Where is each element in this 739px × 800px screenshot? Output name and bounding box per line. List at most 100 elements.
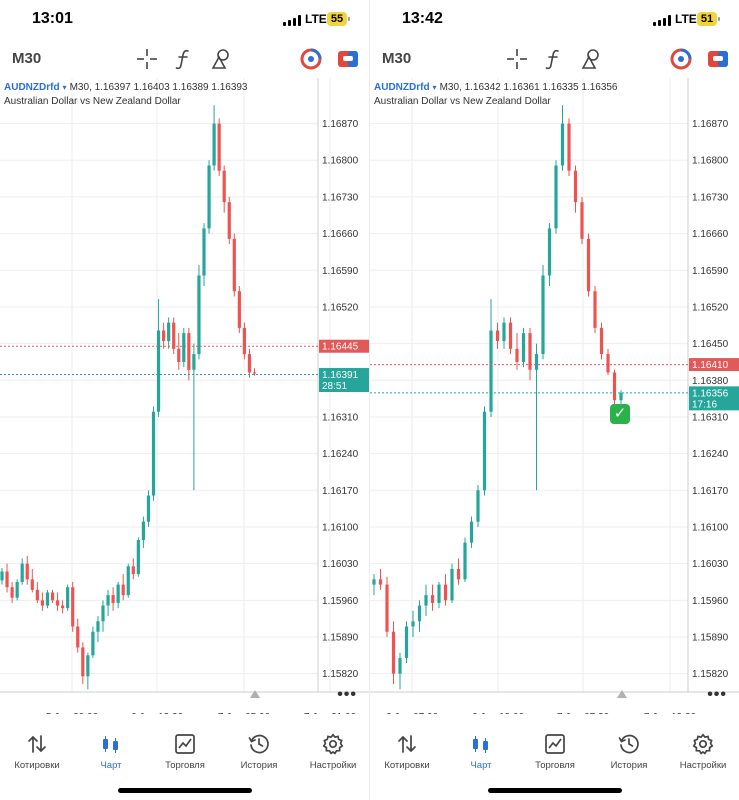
candle-body: [554, 165, 558, 229]
symbol-info[interactable]: AUDNZDrfd ▾ M30, 1.16342 1.16361 1.16335 1…: [374, 82, 618, 93]
candle-body: [45, 592, 50, 606]
candle-body: [580, 202, 584, 239]
objects-shapes-icon[interactable]: [580, 48, 602, 70]
x-axis-label: 7 Jan 19:30: [644, 712, 697, 714]
tab-label: Настройки: [309, 760, 357, 771]
candle-body: [378, 579, 383, 585]
scroll-marker-icon: [250, 690, 260, 698]
candle-body: [430, 595, 435, 603]
battery-level: 51: [697, 12, 720, 26]
more-options-icon[interactable]: •••: [707, 686, 727, 703]
network-type: LTE: [305, 12, 327, 26]
tab-trade[interactable]: Торговля: [518, 728, 592, 778]
trade-panel-icon[interactable]: [337, 48, 359, 70]
y-axis-label: 1.16800: [322, 156, 359, 167]
one-click-trading-icon[interactable]: [670, 48, 692, 70]
candle-body: [146, 495, 151, 522]
y-axis-label: 1.16100: [692, 522, 729, 533]
timeframe-selector[interactable]: M30: [12, 50, 42, 67]
candles-chart-icon: [470, 733, 492, 755]
price-chart[interactable]: 6 Jan 07:00 6 Jan 19:00 7 Jan 07:30 7 Jan 1…: [370, 78, 739, 714]
y-axis-label: 1.16730: [692, 192, 729, 203]
symbol-dropdown-icon[interactable]: ▾: [62, 83, 67, 92]
candle-body: [35, 589, 39, 601]
tab-settings[interactable]: Настройки: [296, 728, 369, 778]
status-time: 13:42: [402, 10, 443, 27]
candle-body: [372, 579, 376, 585]
home-indicator[interactable]: [488, 788, 622, 793]
x-axis-label: 6 Jan 19:00: [472, 712, 525, 714]
candlestick-chart[interactable]: 6 Jan 07:00 6 Jan 19:00 7 Jan 07:30 7 Jan 1…: [370, 78, 739, 714]
tab-label: История: [240, 760, 278, 771]
price-badge: [319, 368, 369, 393]
tab-quotes[interactable]: Котировки: [0, 728, 74, 778]
price-badge-label: 1.16445: [322, 342, 359, 353]
indicators-function-icon[interactable]: [173, 48, 195, 70]
more-options-icon[interactable]: •••: [337, 686, 357, 703]
ohlc-values: M30, 1.16397 1.16403 1.16389 1.16393: [69, 82, 248, 93]
tab-settings[interactable]: Настройки: [666, 728, 739, 778]
symbol-dropdown-icon[interactable]: ▾: [432, 83, 437, 92]
settings-gear-icon: [322, 733, 344, 755]
candle-body: [151, 411, 156, 496]
y-axis-label: 1.16240: [692, 449, 729, 460]
candle-body: [20, 563, 24, 582]
timeframe-selector[interactable]: M30: [382, 50, 412, 67]
candle-body: [463, 542, 467, 580]
candle-body: [50, 592, 55, 601]
candle-body: [76, 626, 80, 648]
tab-history[interactable]: История: [592, 728, 666, 778]
crosshair-icon[interactable]: [506, 48, 528, 70]
bottom-tab-bar: Котировки Чарт Торговля История Настройк…: [0, 728, 369, 778]
objects-shapes-icon[interactable]: [210, 48, 232, 70]
trade-panel-icon[interactable]: [707, 48, 729, 70]
battery-level: 55: [327, 12, 350, 26]
candlestick-chart[interactable]: 5 Jan 20:00 6 Jan 12:30 7 Jan 05:00 7 Jan 2…: [0, 78, 369, 714]
settings-gear-icon: [692, 733, 714, 755]
candle-body: [116, 584, 120, 603]
tab-label: Котировки: [14, 760, 60, 771]
symbol-info[interactable]: AUDNZDrfd ▾ M30, 1.16397 1.16403 1.16389 1…: [4, 82, 248, 93]
signal-bars-icon: [283, 15, 301, 26]
tab-history[interactable]: История: [222, 728, 296, 778]
candle-body: [162, 330, 166, 341]
symbol-name[interactable]: AUDNZDrfd: [374, 82, 430, 93]
trade-chart-icon: [544, 733, 566, 755]
candle-body: [61, 605, 65, 609]
candle-body: [247, 354, 252, 373]
home-indicator[interactable]: [118, 788, 252, 793]
y-axis-label: 1.16030: [692, 559, 729, 570]
crosshair-icon[interactable]: [136, 48, 158, 70]
indicators-function-icon[interactable]: [543, 48, 565, 70]
candle-body: [207, 165, 211, 229]
tab-trade[interactable]: Торговля: [148, 728, 222, 778]
price-chart[interactable]: 5 Jan 20:00 6 Jan 12:30 7 Jan 05:00 7 Jan 2…: [0, 78, 369, 714]
chart-toolbar: M30: [0, 42, 369, 76]
symbol-name[interactable]: AUDNZDrfd: [4, 82, 60, 93]
one-click-trading-icon[interactable]: [300, 48, 322, 70]
tab-chart[interactable]: Чарт: [74, 728, 148, 778]
status-bar: 13:42 LTE 51: [370, 0, 739, 40]
candle-body: [443, 584, 448, 601]
candle-body: [476, 490, 480, 522]
y-axis-label: 1.15960: [322, 596, 359, 607]
tab-chart[interactable]: Чарт: [444, 728, 518, 778]
tab-quotes[interactable]: Котировки: [370, 728, 444, 778]
chart-toolbar: M30: [370, 42, 739, 76]
candle-body: [15, 581, 19, 598]
x-axis-label: 7 Jan 07:30: [557, 712, 610, 714]
y-axis-label: 1.16660: [322, 229, 359, 240]
candle-body: [182, 333, 186, 362]
candle-body: [237, 291, 241, 328]
candle-body: [217, 123, 221, 171]
candle-body: [482, 411, 487, 491]
price-badge-label: 1.16391: [322, 370, 359, 381]
x-axis-label: 5 Jan 20:00: [46, 712, 99, 714]
y-axis-label: 1.16170: [692, 486, 729, 497]
candle-body: [404, 626, 409, 658]
x-axis-label: 7 Jan 21:00: [304, 712, 357, 714]
candle-body: [40, 600, 44, 606]
candle-body: [398, 657, 402, 674]
scroll-marker-icon: [617, 690, 627, 698]
tab-label: История: [610, 760, 648, 771]
